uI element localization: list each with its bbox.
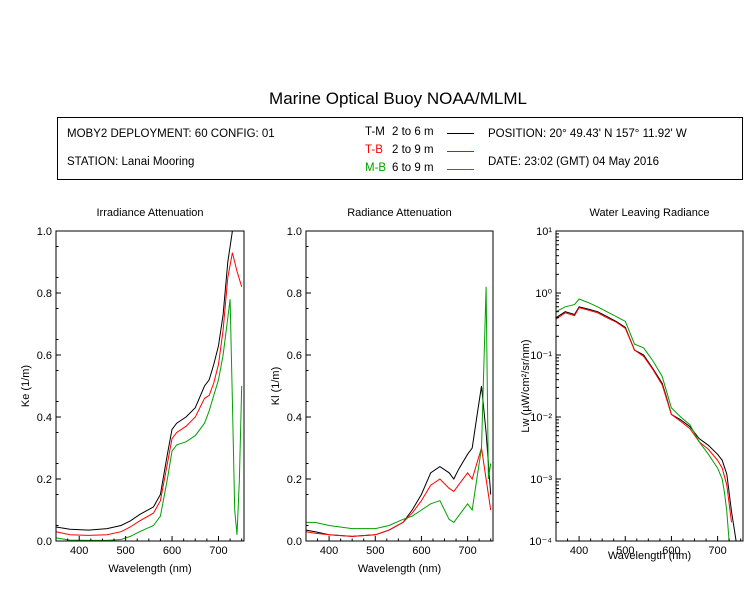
chart-title: Water Leaving Radiance: [589, 207, 709, 219]
x-tick-label: 500: [116, 545, 134, 557]
legend-range-mb: 6 to 9 m: [392, 162, 434, 174]
x-tick-label: 400: [320, 545, 338, 557]
series-line-t-b: [556, 307, 732, 523]
y-tick-label: 0.0: [287, 536, 302, 548]
x-tick-label: 500: [366, 545, 384, 557]
y-tick-label: 0.4: [37, 412, 52, 424]
deployment-text: MOBY2 DEPLOYMENT: 60 CONFIG: 01: [67, 128, 275, 140]
chart-panel-1: Irradiance Attenuation 400 500 600 700 0.0 0.2…: [20, 207, 245, 575]
y-tick-label: 0.8: [37, 288, 52, 300]
series-line-m-b: [306, 286, 492, 530]
y-axis-label: Ke (1/m): [20, 365, 32, 407]
series-line-m-b: [556, 298, 730, 541]
position-text: POSITION: 20° 49.43' N 157° 11.92' W: [488, 128, 687, 140]
series-line-t-b: [56, 252, 243, 536]
y-tick-label: 10⁻²: [530, 412, 552, 424]
plot-frame: [305, 230, 494, 542]
series-line-t-m: [306, 385, 492, 537]
y-tick-label: 0.2: [37, 474, 52, 486]
chart-title: Irradiance Attenuation: [96, 207, 203, 219]
y-tick-label: 0.6: [287, 350, 302, 362]
x-tick-label: 700: [209, 545, 227, 557]
y-tick-label: 10⁻³: [530, 474, 552, 486]
series-line-t-b: [306, 447, 492, 537]
legend-range-tb: 2 to 9 m: [392, 144, 434, 156]
y-tick-label: 10¹: [536, 226, 552, 238]
legend-code-tb: T-B: [365, 144, 383, 156]
plot-frame: [555, 230, 744, 542]
y-tick-label: 0.0: [37, 536, 52, 548]
y-tick-label: 0.8: [287, 288, 302, 300]
chart-panel-3: Water Leaving Radiance 400 500 600 700 10⁻⁴ 10…: [520, 207, 744, 562]
chart-title: Radiance Attenuation: [347, 207, 452, 219]
legend-code-tm: T-M: [365, 126, 385, 138]
y-tick-label: 10⁻¹: [530, 350, 552, 362]
x-tick-label: 700: [458, 545, 476, 557]
series-line-m-b: [56, 299, 243, 541]
x-axis-label: Wavelength (nm): [358, 563, 441, 575]
x-tick-label: 400: [570, 545, 588, 557]
x-tick-label: 700: [708, 545, 726, 557]
y-tick-label: 1.0: [287, 226, 302, 238]
date-text: DATE: 23:02 (GMT) 04 May 2016: [488, 156, 660, 168]
x-tick-label: 600: [412, 545, 430, 557]
x-tick-label: 600: [662, 545, 680, 557]
x-axis-label: Wavelength (nm): [608, 550, 691, 562]
page-title: Marine Optical Buoy NOAA/MLML: [269, 89, 527, 108]
y-tick-label: 10⁻⁴: [529, 536, 552, 548]
legend-line-tb: [447, 151, 474, 152]
legend-line-tm: [447, 133, 474, 134]
y-tick-label: 0.4: [287, 412, 302, 424]
station-text: STATION: Lanai Mooring: [67, 156, 195, 168]
series-line-t-m: [56, 231, 242, 531]
info-box: MOBY2 DEPLOYMENT: 60 CONFIG: 01 STATION:…: [57, 117, 743, 180]
series-line-t-m: [556, 306, 737, 541]
y-tick-label: 0.2: [287, 474, 302, 486]
x-tick-label: 400: [70, 545, 88, 557]
x-tick-label: 600: [163, 545, 181, 557]
y-tick-label: 10⁰: [535, 288, 552, 300]
x-tick-label: 500: [616, 545, 634, 557]
legend-code-mb: M-B: [365, 162, 387, 174]
x-axis-label: Wavelength (nm): [108, 563, 191, 575]
legend-range-tm: 2 to 6 m: [392, 126, 434, 138]
y-axis-label: Kl (1/m): [270, 367, 282, 406]
y-tick-label: 1.0: [37, 226, 52, 238]
legend-line-mb: [447, 169, 474, 170]
y-tick-label: 0.6: [37, 350, 52, 362]
plot-frame: [55, 230, 245, 542]
chart-panel-2: Radiance Attenuation 400 500 600 700 0.0 0.2 0.…: [270, 207, 494, 575]
y-axis-label: Lw (µW/cm²/sr/nm): [520, 339, 532, 432]
